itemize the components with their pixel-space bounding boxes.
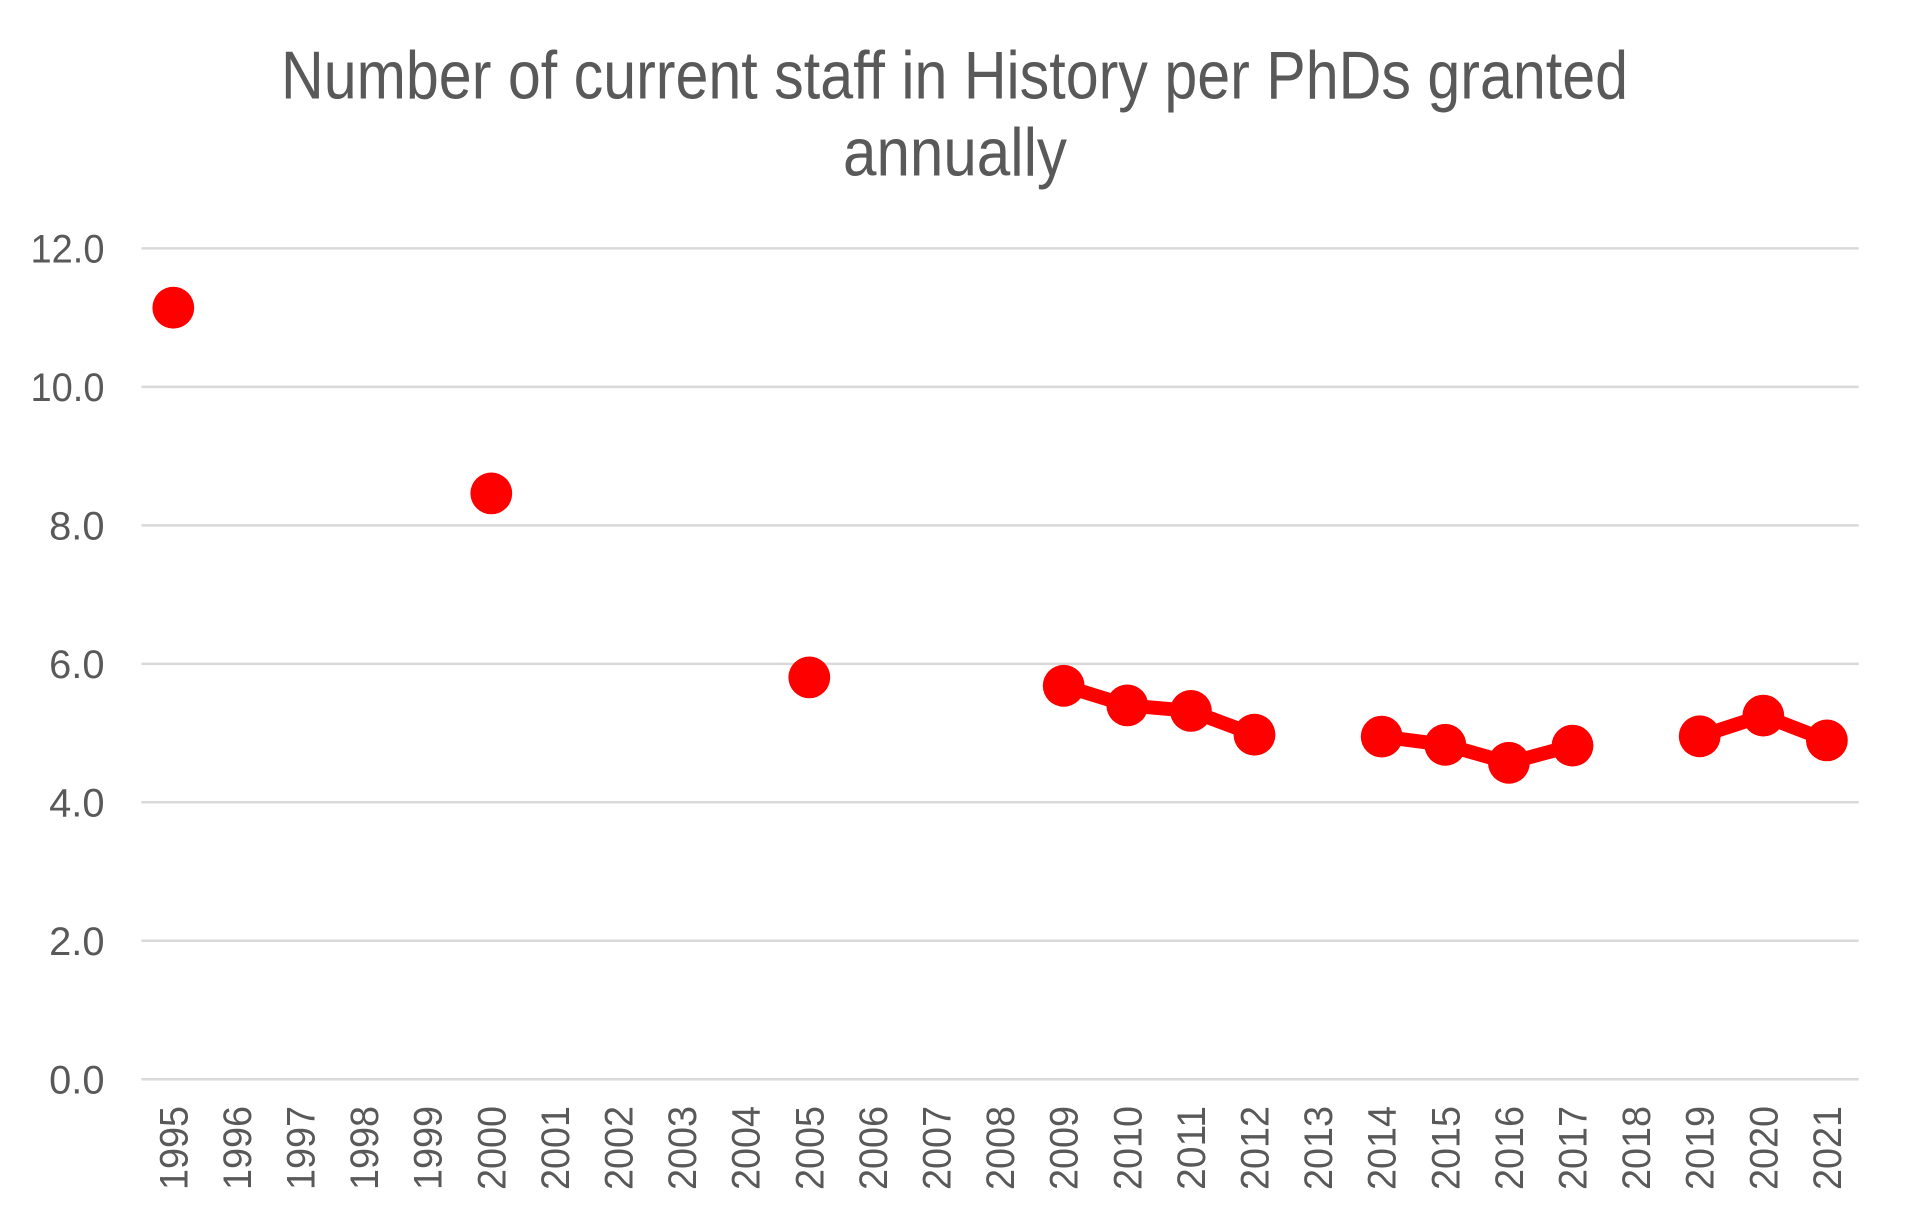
- svg-text:2011: 2011: [1170, 1106, 1214, 1190]
- svg-text:2004: 2004: [725, 1106, 769, 1190]
- svg-text:2005: 2005: [788, 1106, 832, 1190]
- svg-text:2009: 2009: [1043, 1106, 1087, 1190]
- svg-text:2007: 2007: [916, 1106, 960, 1190]
- svg-text:2013: 2013: [1297, 1106, 1341, 1190]
- svg-text:10.0: 10.0: [31, 366, 105, 410]
- svg-text:2018: 2018: [1615, 1106, 1659, 1190]
- svg-text:2.0: 2.0: [49, 920, 104, 964]
- svg-text:2000: 2000: [470, 1106, 514, 1190]
- svg-text:2020: 2020: [1742, 1106, 1786, 1190]
- svg-text:2006: 2006: [852, 1106, 896, 1190]
- svg-text:2014: 2014: [1361, 1106, 1405, 1190]
- svg-text:2001: 2001: [534, 1106, 578, 1190]
- svg-text:2003: 2003: [661, 1106, 705, 1190]
- svg-text:2021: 2021: [1806, 1106, 1850, 1190]
- svg-text:12.0: 12.0: [31, 228, 105, 272]
- svg-text:2016: 2016: [1488, 1106, 1532, 1190]
- svg-text:2008: 2008: [979, 1106, 1023, 1190]
- svg-text:8.0: 8.0: [49, 505, 104, 549]
- svg-text:annually: annually: [843, 114, 1067, 190]
- svg-text:1998: 1998: [343, 1106, 387, 1190]
- svg-text:0.0: 0.0: [49, 1059, 104, 1103]
- svg-text:2015: 2015: [1424, 1106, 1468, 1190]
- svg-text:1996: 1996: [216, 1106, 260, 1190]
- svg-text:2019: 2019: [1679, 1106, 1723, 1190]
- svg-text:2017: 2017: [1552, 1106, 1596, 1190]
- svg-text:2012: 2012: [1234, 1106, 1278, 1190]
- svg-text:2010: 2010: [1106, 1106, 1150, 1190]
- svg-text:2002: 2002: [598, 1106, 642, 1190]
- svg-text:Number of current staff in His: Number of current staff in History per P…: [281, 38, 1628, 114]
- svg-text:1997: 1997: [280, 1106, 324, 1190]
- svg-text:4.0: 4.0: [49, 782, 104, 826]
- svg-text:1999: 1999: [407, 1106, 451, 1190]
- svg-text:1995: 1995: [152, 1106, 196, 1190]
- svg-text:6.0: 6.0: [49, 643, 104, 687]
